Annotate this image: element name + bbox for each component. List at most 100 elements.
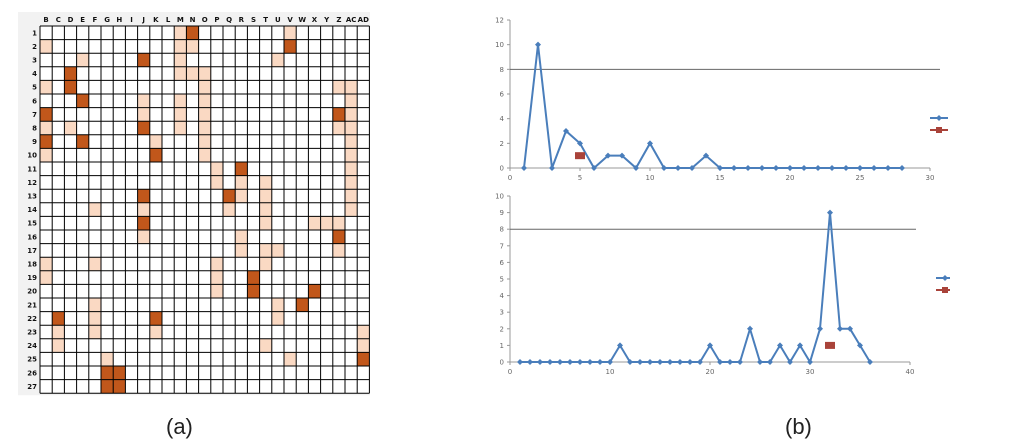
- heatmap-cell: [52, 338, 65, 353]
- series-marker: [575, 152, 585, 160]
- heatmap-cell: [259, 202, 272, 217]
- y-tick-label: 0: [500, 359, 504, 367]
- y-tick-label: 3: [500, 309, 504, 317]
- heatmap-cell: [259, 257, 272, 271]
- series-point: [563, 128, 569, 134]
- series-point: [677, 359, 683, 365]
- heatmap-cell: [174, 26, 187, 40]
- series-point: [843, 165, 849, 171]
- series-point: [647, 140, 653, 147]
- column-label: C: [56, 16, 61, 24]
- heatmap-cell: [52, 311, 65, 326]
- column-label: Q: [226, 16, 232, 24]
- row-label: 21: [27, 301, 37, 309]
- series-point: [687, 359, 693, 365]
- row-label: 23: [27, 329, 37, 337]
- x-tick-label: 20: [706, 368, 715, 376]
- series-point: [787, 165, 793, 171]
- series-point: [591, 165, 597, 171]
- heatmap-cell: [271, 311, 284, 326]
- row-label: 13: [27, 193, 37, 201]
- series-point: [647, 359, 653, 365]
- panel-label-b: (b): [785, 414, 812, 439]
- series-point: [537, 359, 543, 365]
- heatmap-cell: [137, 121, 150, 135]
- heatmap-cell: [332, 230, 345, 244]
- heatmap-cell: [259, 189, 272, 203]
- column-label: T: [263, 16, 268, 24]
- series-point: [597, 359, 603, 365]
- heatmap-cell: [198, 121, 211, 135]
- heatmap-cell: [174, 94, 187, 108]
- heatmap-cell: [235, 175, 248, 190]
- row-label: 22: [27, 315, 37, 323]
- series-point: [827, 209, 833, 216]
- heatmap-cell: [259, 175, 272, 190]
- heatmap-cell: [186, 66, 199, 81]
- heatmap-cell: [76, 134, 89, 149]
- heatmap-cell: [149, 148, 162, 162]
- heatmap-cell: [40, 148, 53, 162]
- legend-swatch-point: [942, 275, 948, 281]
- heatmap-cell: [186, 39, 199, 54]
- series-point: [521, 165, 527, 171]
- heatmap-cell: [308, 216, 321, 230]
- series-point: [747, 325, 753, 332]
- series-point: [867, 359, 873, 365]
- heatmap-cell: [271, 298, 284, 312]
- legend-swatch-marker: [942, 287, 948, 293]
- y-tick-label: 0: [500, 165, 504, 173]
- heatmap-cell: [345, 175, 358, 190]
- heatmap-cell: [174, 107, 187, 122]
- series-point: [899, 165, 905, 171]
- heatmap-cell: [149, 325, 162, 339]
- series-point: [627, 359, 633, 365]
- heatmap-cell: [247, 270, 260, 285]
- row-label: 12: [27, 179, 37, 187]
- heatmap-cell: [88, 257, 101, 271]
- heatmap-cell: [40, 107, 53, 122]
- heatmap-cell: [357, 352, 370, 366]
- row-label: 8: [32, 125, 37, 133]
- series-point: [727, 359, 733, 365]
- heatmap-cell: [198, 107, 211, 122]
- heatmap-cell: [174, 121, 187, 135]
- heatmap-cell: [40, 270, 53, 285]
- series-point: [871, 165, 877, 171]
- panel-label-a: (a): [166, 414, 193, 439]
- heatmap-cell: [259, 338, 272, 353]
- heatmap-cell: [345, 189, 358, 203]
- heatmap-cell: [235, 189, 248, 203]
- row-label: 1: [32, 29, 37, 37]
- x-tick-label: 5: [578, 174, 582, 182]
- series-marker: [825, 341, 835, 349]
- heatmap-cell: [137, 107, 150, 122]
- series-point: [619, 152, 625, 159]
- y-tick-label: 10: [495, 41, 504, 49]
- heatmap-cell: [235, 243, 248, 258]
- series-point: [577, 140, 583, 147]
- series-point: [527, 359, 533, 365]
- heatmap-cell: [345, 162, 358, 176]
- heatmap-cell: [271, 243, 284, 258]
- column-label: L: [166, 16, 171, 24]
- x-tick-label: 10: [646, 174, 655, 182]
- series-point: [837, 325, 843, 332]
- column-label: P: [214, 16, 219, 24]
- y-tick-label: 6: [500, 91, 505, 99]
- row-label: 9: [32, 138, 37, 146]
- series-point: [697, 359, 703, 365]
- x-tick-label: 40: [906, 368, 915, 376]
- heatmap-cell: [284, 26, 297, 40]
- heatmap-cell: [40, 121, 53, 135]
- heatmap-cell: [284, 352, 297, 366]
- series-point: [815, 165, 821, 171]
- heatmap-cell: [296, 298, 309, 312]
- column-label: O: [202, 16, 208, 24]
- series-point: [717, 165, 723, 171]
- series-point: [607, 359, 613, 365]
- column-label: W: [298, 16, 306, 24]
- column-label: U: [275, 16, 281, 24]
- row-label: 20: [27, 288, 37, 296]
- y-tick-label: 5: [500, 276, 504, 284]
